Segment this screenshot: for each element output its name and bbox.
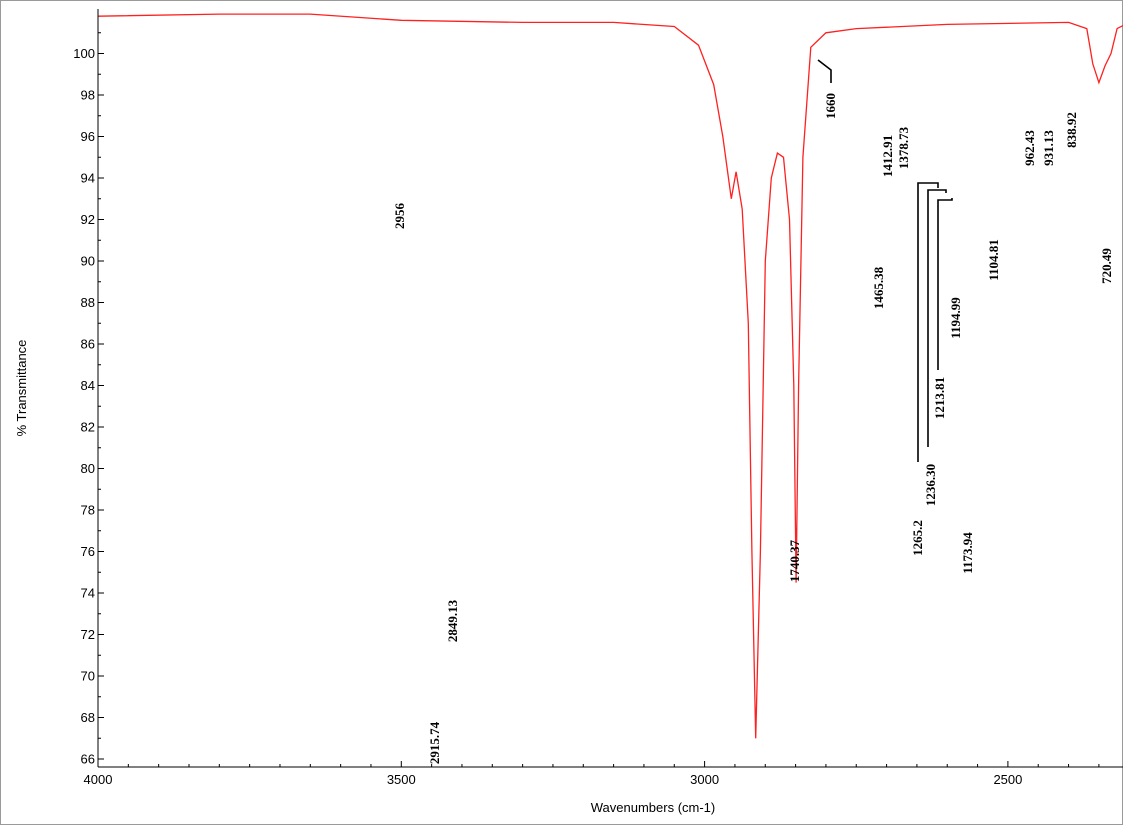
peak-label-1740-37: 1740.37 [787,539,802,582]
peak-label-931-13: 931.13 [1041,130,1056,166]
y-tick-label: 66 [81,752,95,767]
y-tick-label: 92 [81,212,95,227]
peak-label-1412-91: 1412.91 [880,135,895,177]
y-tick-label: 74 [81,586,95,601]
annotation-leader-line [917,182,939,462]
peak-label-1194-99: 1194.99 [948,297,963,339]
y-tick-label: 70 [81,669,95,684]
peak-label-2956: 2956 [392,203,407,230]
peak-label-962-43: 962.43 [1022,130,1037,166]
x-tick-label: 2500 [993,772,1022,787]
y-tick-label: 98 [81,88,95,103]
x-axis-ticks: 4000350030002500200015001000 [84,761,1100,787]
peak-annotations: 2956 2915.74 2849.13 1740.37 1660 1465.38 1412… [392,59,1114,764]
peak-label-1660: 1660 [823,93,838,119]
y-tick-label: 72 [81,627,95,642]
y-tick-label: 96 [81,129,95,144]
y-axis-ticks: 66 68 70 72 74 76 78 80 82 84 86 88 90 92 94 96 98 100 [73,32,104,767]
y-tick-label: 68 [81,710,95,725]
peak-label-720-49: 720.49 [1099,248,1114,284]
annotation-leader-line [817,59,832,83]
spectrum-line [98,13,1123,739]
y-tick-label: 86 [81,337,95,352]
peak-label-1236-30: 1236.30 [923,464,938,506]
peak-label-2915-74: 2915.74 [427,721,442,764]
y-axis-title: % Transmittance [14,340,29,437]
x-tick-label: 3500 [387,772,416,787]
annotation-leader-line [937,198,953,370]
peak-label-1104-81: 1104.81 [986,239,1001,281]
y-tick-label: 82 [81,420,95,435]
y-tick-label: 76 [81,544,95,559]
x-tick-label: 3000 [690,772,719,787]
peak-label-1465-38: 1465.38 [871,266,886,309]
peak-label-1265-2: 1265.2 [910,520,925,556]
y-tick-label: 84 [81,378,95,393]
y-tick-label: 90 [81,254,95,269]
peak-label-838-92: 838.92 [1064,112,1079,148]
peak-label-2849-13: 2849.13 [445,599,460,642]
x-axis-title: Wavenumbers (cm-1) [591,800,715,815]
x-tick-label: 4000 [84,772,113,787]
y-tick-label: 88 [81,295,95,310]
annotation-leader-line [927,189,947,447]
peak-label-1173-94: 1173.94 [960,532,975,574]
y-tick-label: 80 [81,461,95,476]
peak-label-1213-81: 1213.81 [932,377,947,419]
y-tick-label: 100 [73,46,95,61]
y-tick-label: 78 [81,503,95,518]
y-tick-label: 94 [81,171,95,186]
peak-label-1378-73: 1378.73 [896,126,911,169]
